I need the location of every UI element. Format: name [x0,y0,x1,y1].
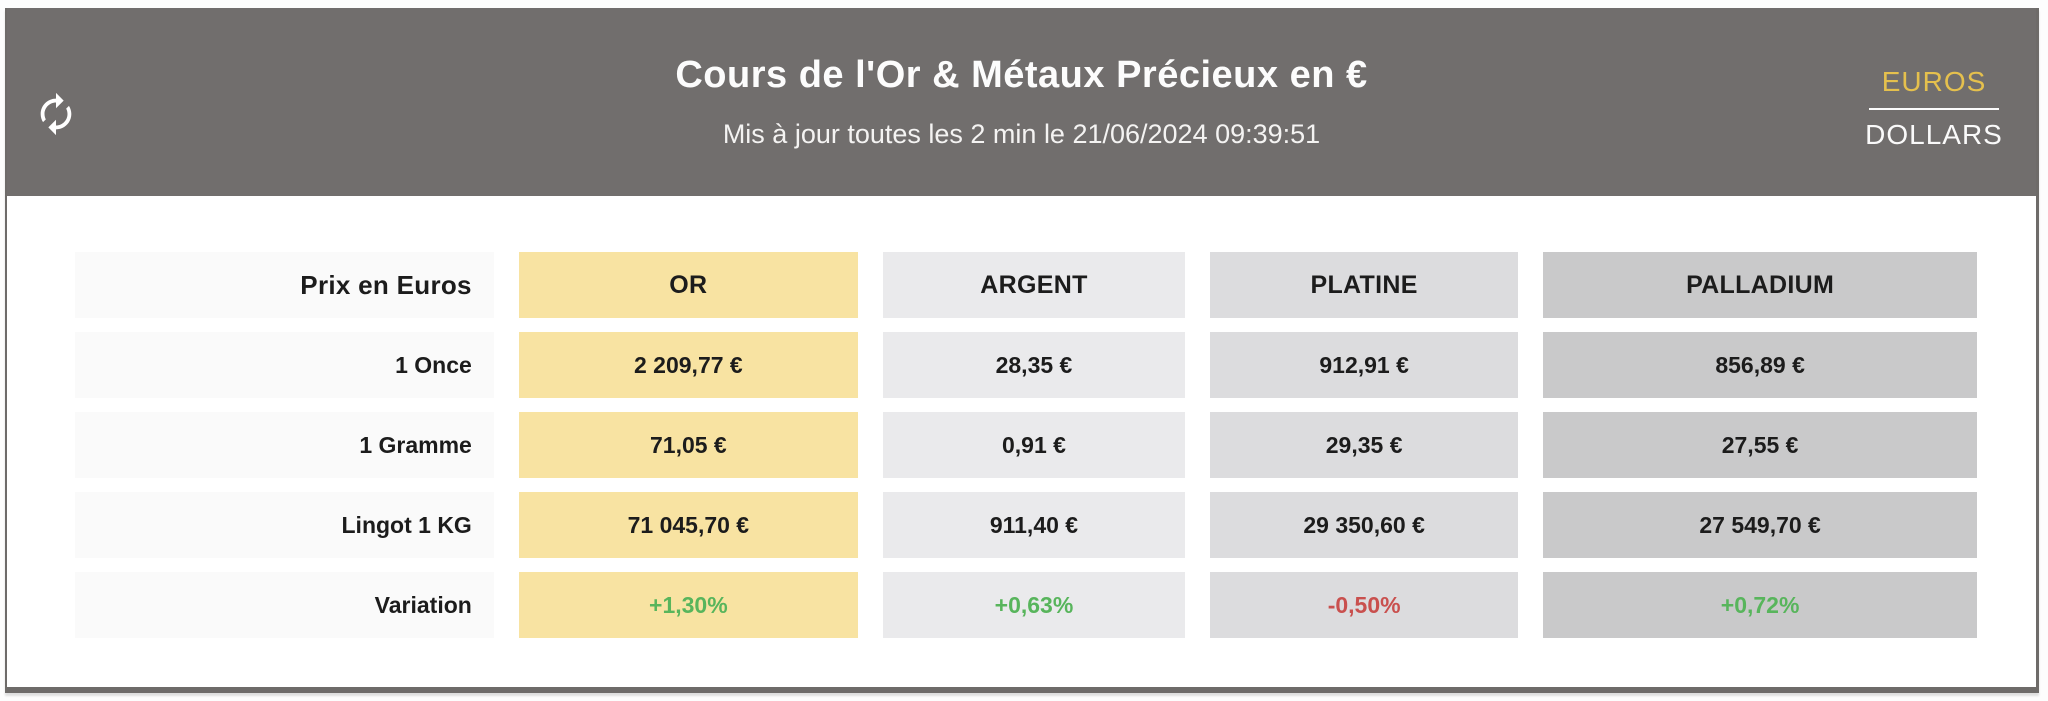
column-header-or: OR [518,252,858,318]
price-table: Prix en Euros OR ARGENT PLATINE PALLADIU… [75,252,1977,638]
row-label-lingot: Lingot 1 KG [75,492,494,558]
currency-toggle: EUROS DOLLARS [1865,66,2003,151]
refresh-icon [40,92,72,136]
row-label-variation: Variation [75,572,494,638]
currency-divider [1869,108,1999,110]
gold-price-widget: Cours de l'Or & Métaux Précieux en € Mis… [5,8,2039,693]
value-platine-gramme: 29,35 € [1210,412,1519,478]
currency-dollars-link[interactable]: DOLLARS [1865,119,2003,150]
value-palladium-gramme: 27,55 € [1543,412,1977,478]
variation-palladium: +0,72% [1543,572,1977,638]
value-or-lingot: 71 045,70 € [518,492,858,558]
variation-platine: -0,50% [1210,572,1519,638]
value-platine-once: 912,91 € [1210,332,1519,398]
value-palladium-once: 856,89 € [1543,332,1977,398]
variation-argent: +0,63% [882,572,1186,638]
column-header-argent: ARGENT [882,252,1186,318]
value-or-gramme: 71,05 € [518,412,858,478]
column-header-platine: PLATINE [1210,252,1519,318]
value-or-once: 2 209,77 € [518,332,858,398]
row-label-once: 1 Once [75,332,494,398]
value-argent-gramme: 0,91 € [882,412,1186,478]
value-argent-once: 28,35 € [882,332,1186,398]
table-corner-label: Prix en Euros [75,252,494,318]
update-status: Mis à jour toutes les 2 min le 21/06/202… [722,119,1321,149]
refresh-button[interactable] [33,90,81,138]
row-label-gramme: 1 Gramme [75,412,494,478]
value-argent-lingot: 911,40 € [882,492,1186,558]
column-header-palladium: PALLADIUM [1543,252,1977,318]
variation-or: +1,30% [518,572,858,638]
widget-header: Cours de l'Or & Métaux Précieux en € Mis… [7,8,2036,196]
value-platine-lingot: 29 350,60 € [1210,492,1519,558]
page-title: Cours de l'Or & Métaux Précieux en € [675,54,1368,96]
value-palladium-lingot: 27 549,70 € [1543,492,1977,558]
currency-euros-link[interactable]: EUROS [1881,66,1987,97]
widget-body: Prix en Euros OR ARGENT PLATINE PALLADIU… [7,196,2036,638]
